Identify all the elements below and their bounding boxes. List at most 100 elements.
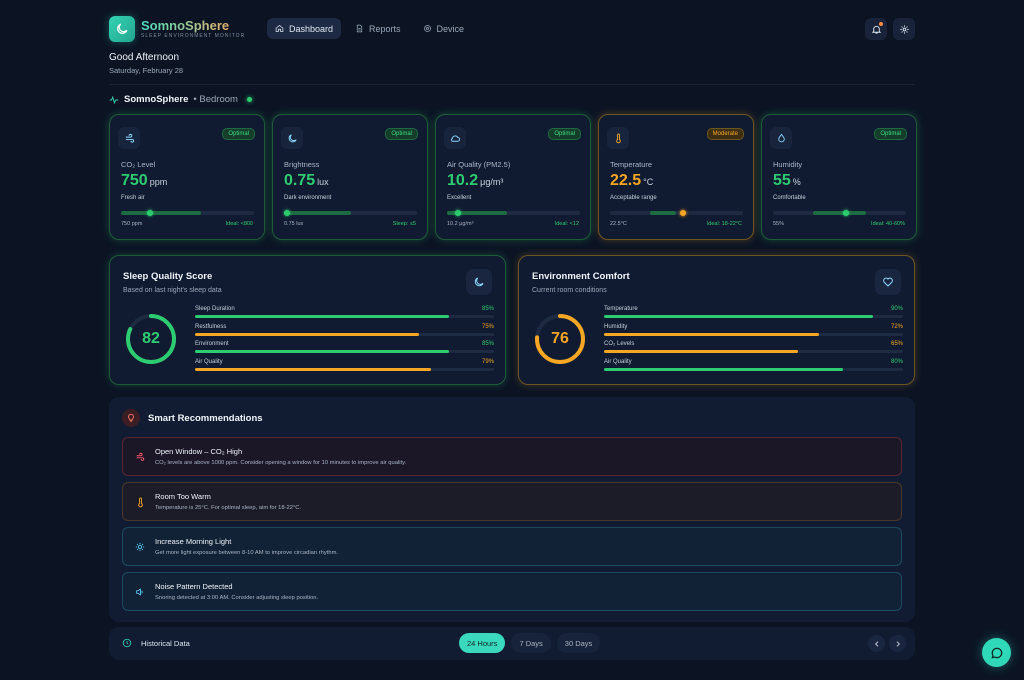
factor-label: Sleep Duration (195, 306, 235, 312)
environment-comfort-button[interactable] (875, 269, 901, 295)
metric-label: Humidity (773, 160, 803, 169)
metric-value-row: 22.5 °C (610, 172, 653, 190)
factor-label: CO₂ Levels (604, 341, 635, 348)
environment-comfort-subtitle: Current room conditions (532, 287, 607, 294)
metric-card[interactable]: Optimal Air Quality (PM2.5) 10.2 μg/m³ Excel… (435, 114, 591, 240)
factor-row: Sleep Duration 85% (195, 306, 494, 324)
range-7d-button[interactable]: 7 Days (511, 633, 551, 653)
recommendation-item[interactable]: Room Too Warm Temperature is 25°C. For op… (122, 482, 902, 521)
previous-button[interactable] (868, 635, 885, 652)
sleep-quality-subtitle: Based on last night's sleep data (123, 287, 222, 294)
factor-row: Air Quality 79% (195, 359, 494, 377)
divider (109, 84, 915, 85)
factor-track (604, 332, 903, 336)
sleep-quality-button[interactable] (466, 269, 492, 295)
nav-device-label: Device (436, 23, 465, 34)
recommendation-item[interactable]: Noise Pattern Detected Snoring detected a… (122, 572, 902, 611)
droplet-icon (770, 127, 792, 149)
cloud-icon (444, 127, 466, 149)
thermometer-icon (607, 127, 629, 149)
metric-label: Air Quality (PM2.5) (447, 160, 511, 169)
metric-range-bar (283, 210, 417, 216)
metric-value: 10.2 (447, 172, 479, 189)
notification-dot (879, 22, 883, 26)
current-date: Saturday, February 28 (109, 66, 184, 75)
recommendation-title: Increase Morning Light (155, 537, 232, 546)
factor-row: Humidity 72% (604, 324, 903, 342)
metric-card[interactable]: Optimal Humidity 55% Comfortable 55% Ideal: 4… (761, 114, 917, 240)
range-30d-button[interactable]: 30 Days (556, 633, 601, 653)
document-icon (355, 24, 364, 33)
metric-value: 750 (121, 172, 148, 189)
factor-track (604, 350, 903, 354)
recommendation-description: Snoring detected at 3:00 AM. Consider ad… (155, 595, 319, 601)
comfort-score-ring (535, 314, 585, 364)
sun-icon (133, 540, 147, 554)
metric-value-row: 750 ppm (121, 172, 167, 190)
metric-range-bar (121, 210, 254, 216)
moon-logo-icon (109, 16, 135, 42)
chat-button[interactable] (982, 638, 1011, 667)
metric-current: 22.5°C (610, 221, 627, 227)
ideal-zone (447, 211, 507, 215)
co2-icon (118, 127, 140, 149)
metric-unit: °C (643, 177, 654, 187)
nav-dashboard[interactable]: Dashboard (267, 18, 342, 39)
app-name: SomnoSphere (141, 18, 230, 33)
factor-fill (604, 350, 799, 354)
current-marker (147, 210, 154, 216)
metric-current: 10.2 μg/m³ (447, 221, 474, 227)
metric-description: Dark environment (284, 195, 332, 201)
settings-button[interactable] (893, 18, 915, 40)
factor-fill (195, 367, 432, 371)
app-subtitle: SLEEP ENVIRONMENT MONITOR (141, 33, 246, 39)
moon-icon (473, 276, 485, 288)
room-device-name: SomnoSphere (124, 94, 189, 105)
recommendation-description: Temperature is 25°C. For optimal sleep, … (155, 505, 302, 511)
ideal-zone (812, 211, 867, 215)
factor-label: Air Quality (195, 358, 223, 365)
metric-range-bar (447, 210, 580, 216)
nav-device[interactable]: Device (415, 18, 473, 39)
current-marker (283, 210, 290, 216)
recommendation-title: Room Too Warm (155, 492, 211, 501)
nav-reports-label: Reports (369, 23, 401, 34)
metric-card[interactable]: Moderate Temperature 22.5 °C Acceptable rang… (598, 114, 754, 240)
metric-card[interactable]: Optimal Brightness 0.75 lux Dark environment… (272, 114, 428, 240)
factor-label: Humidity (604, 323, 628, 330)
metric-card[interactable]: Optimal CO₂ Level 750 ppm Fresh air 750 ppm Id… (109, 114, 265, 240)
metric-current: 0.75 lux (284, 221, 304, 227)
recommendations-header: Smart Recommendations (122, 409, 263, 427)
comfort-factors: Temperature 90% Humidity 72% CO₂ Levels 65% Ai… (604, 306, 903, 376)
factor-track (195, 315, 494, 318)
recommendations-panel: Smart Recommendations Open Window – CO₂ … (109, 397, 915, 622)
recommendation-title: Open Window – CO₂ High (155, 447, 243, 456)
factor-fill (195, 315, 450, 318)
metric-description: Acceptable range (610, 195, 657, 201)
notifications-button[interactable] (865, 18, 887, 40)
metric-range-bar (773, 210, 906, 216)
factor-label: Temperature (604, 306, 638, 312)
metric-ideal: Ideal: 40-60% (871, 221, 905, 227)
nav-reports[interactable]: Reports (347, 18, 409, 39)
recommendation-item[interactable]: Open Window – CO₂ High CO₂ levels are abo… (122, 437, 902, 476)
metric-value-row: 10.2 μg/m³ (447, 172, 503, 190)
metric-current: 55% (773, 221, 785, 227)
metric-description: Fresh air (121, 195, 145, 201)
metric-label: CO₂ Level (121, 160, 156, 169)
recommendation-title: Noise Pattern Detected (155, 582, 233, 591)
factor-percent: 80% (890, 358, 903, 365)
metric-value-row: 0.75 lux (284, 172, 329, 190)
fan-icon (133, 450, 147, 464)
gear-icon (899, 24, 910, 35)
factor-track (604, 315, 903, 318)
factor-percent: 79% (481, 358, 494, 365)
factor-percent: 65% (890, 341, 903, 348)
factor-percent: 85% (481, 306, 494, 312)
next-button[interactable] (889, 635, 906, 652)
range-24h-button[interactable]: 24 Hours (459, 633, 506, 653)
metric-ideal: Ideal: <12 (554, 221, 579, 227)
chat-icon (990, 646, 1004, 660)
factor-label: Air Quality (604, 358, 632, 365)
recommendation-item[interactable]: Increase Morning Light Get more light exp… (122, 527, 902, 566)
